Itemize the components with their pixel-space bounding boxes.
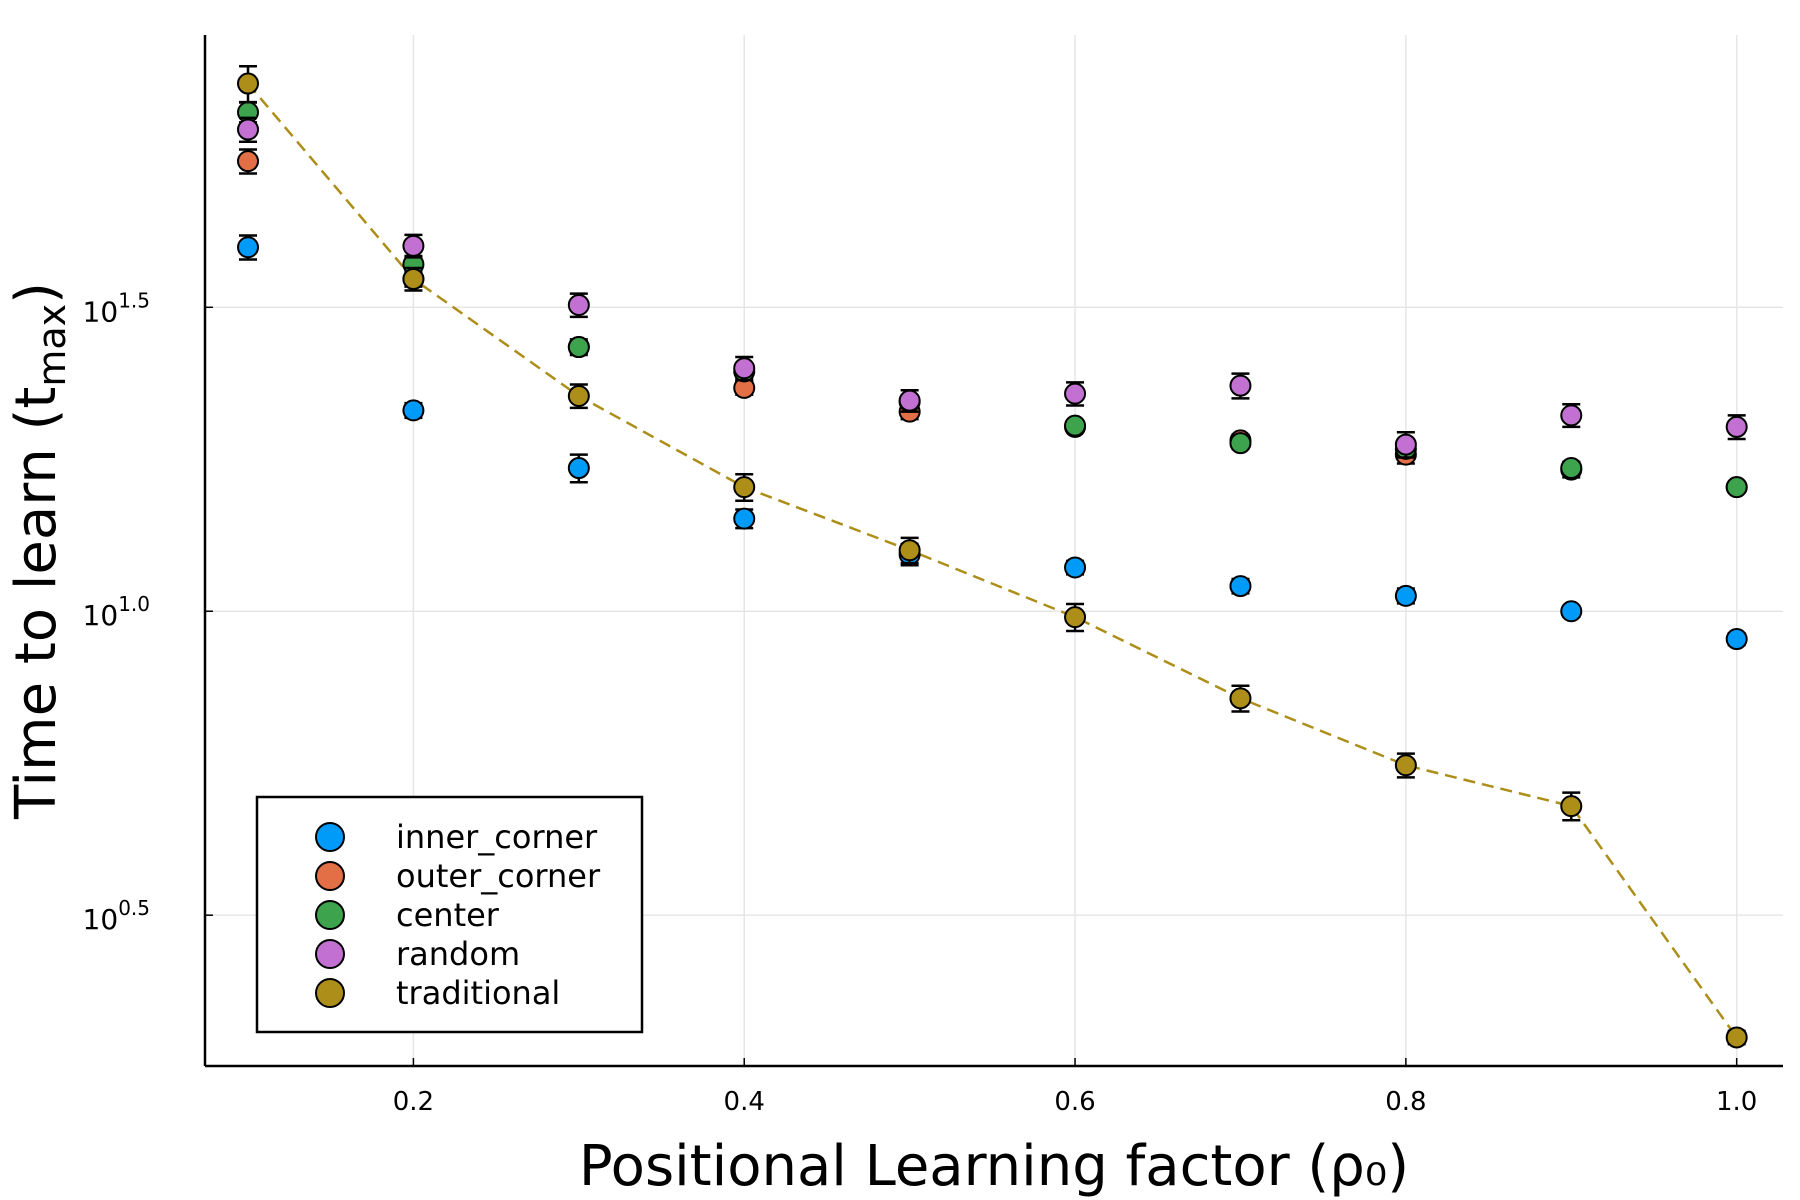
point <box>237 236 260 259</box>
point <box>1229 687 1252 710</box>
point <box>898 389 921 412</box>
legend-label: traditional <box>396 974 560 1012</box>
y-tick-label: 101.5 <box>83 288 150 328</box>
point <box>237 118 260 141</box>
point <box>567 336 590 359</box>
legend-label: center <box>396 896 500 934</box>
y-label-main: Time to learn (t <box>4 387 69 820</box>
point <box>402 234 425 257</box>
point <box>1394 433 1417 456</box>
x-tick-label: 0.2 <box>393 1087 434 1117</box>
y-label-end: ) <box>4 282 69 304</box>
y-tick-label: 101.0 <box>83 592 150 632</box>
point <box>1725 628 1748 651</box>
legend-marker <box>315 861 345 891</box>
legend-marker <box>315 939 345 969</box>
y-tick-base: 10 <box>83 903 119 936</box>
y-axis-label: Time to learn (tmax) <box>4 282 74 820</box>
legend-label: outer_corner <box>396 857 601 895</box>
point <box>237 72 260 95</box>
y-tick-exponent: 0.5 <box>118 896 150 920</box>
point <box>733 476 756 499</box>
point <box>1064 382 1087 405</box>
trend-line <box>247 82 1738 1039</box>
x-tick-label: 0.4 <box>724 1087 765 1117</box>
y-tick-base: 10 <box>83 599 119 632</box>
point <box>1064 556 1087 579</box>
y-tick-exponent: 1.0 <box>118 592 150 616</box>
point <box>1725 415 1748 438</box>
point <box>567 384 590 407</box>
legend-label: inner_corner <box>396 818 598 856</box>
x-axis-label: Positional Learning factor (ρ₀) <box>579 1134 1409 1199</box>
point <box>1560 795 1583 818</box>
legend-marker <box>315 978 345 1008</box>
point <box>402 267 425 290</box>
point <box>1394 584 1417 607</box>
point <box>1229 575 1252 598</box>
point <box>1560 404 1583 427</box>
legend-label: random <box>396 935 520 973</box>
y-tick-base: 10 <box>83 295 119 328</box>
point <box>1725 1026 1748 1049</box>
x-tick-label: 0.8 <box>1385 1087 1426 1117</box>
point <box>733 507 756 530</box>
point <box>1229 374 1252 397</box>
x-tick-label: 1.0 <box>1716 1087 1757 1117</box>
point <box>1560 457 1583 480</box>
point <box>1394 754 1417 777</box>
legend-marker <box>315 900 345 930</box>
point <box>1064 414 1087 437</box>
x-tick-label: 0.6 <box>1054 1087 1095 1117</box>
y-label-sub: max <box>30 304 74 387</box>
point <box>733 357 756 380</box>
legend-marker <box>315 822 345 852</box>
point <box>1725 476 1748 499</box>
point <box>567 457 590 480</box>
point <box>567 293 590 316</box>
y-tick-exponent: 1.5 <box>118 288 150 312</box>
point <box>898 539 921 562</box>
point <box>1064 606 1087 629</box>
point <box>237 150 260 173</box>
point <box>1560 600 1583 623</box>
y-tick-label: 100.5 <box>83 896 150 936</box>
point <box>1229 432 1252 455</box>
point <box>402 399 425 422</box>
